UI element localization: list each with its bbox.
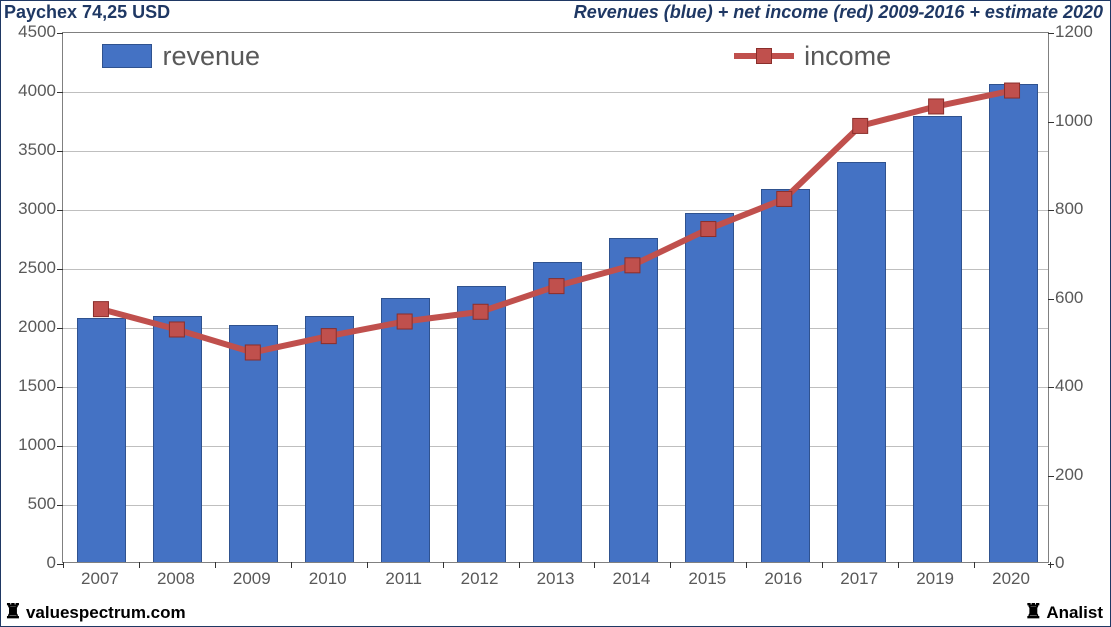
income-marker (169, 322, 184, 337)
y-left-tick-label: 2500 (2, 258, 56, 278)
footer-right: ♜Analist (1024, 602, 1103, 623)
y-right-tick-label: 400 (1055, 376, 1109, 396)
legend-label: income (804, 41, 891, 72)
legend-swatch-line (734, 45, 794, 67)
y-left-tick-label: 1000 (2, 435, 56, 455)
income-marker (701, 222, 716, 237)
income-marker (245, 345, 260, 360)
income-marker (1005, 83, 1020, 98)
x-tick-label: 2012 (461, 569, 499, 589)
y-left-tick-label: 4500 (2, 22, 56, 42)
y-left-tick-label: 2000 (2, 317, 56, 337)
y-left-tick-label: 3500 (2, 140, 56, 160)
x-tick-label: 2014 (613, 569, 651, 589)
y-right-tick-label: 1200 (1055, 22, 1109, 42)
x-tick-label: 2020 (992, 569, 1030, 589)
y-right-tick-label: 1000 (1055, 111, 1109, 131)
x-tick-label: 2015 (688, 569, 726, 589)
footer: ♜valuespectrum.com ♜Analist (0, 600, 1111, 627)
y-left-tick-label: 0 (2, 553, 56, 573)
x-tick-label: 2007 (81, 569, 119, 589)
income-marker (321, 329, 336, 344)
y-left-tick-label: 4000 (2, 81, 56, 101)
y-left-tick-label: 500 (2, 494, 56, 514)
title-left: Paychex 74,25 USD (4, 2, 170, 23)
x-tick-label: 2019 (916, 569, 954, 589)
income-marker (853, 118, 868, 133)
x-tick-label: 2010 (309, 569, 347, 589)
legend-income: income (734, 41, 891, 72)
footer-left: ♜valuespectrum.com (4, 602, 186, 623)
x-tick-label: 2009 (233, 569, 271, 589)
income-marker (625, 258, 640, 273)
title-right: Revenues (blue) + net income (red) 2009-… (574, 2, 1103, 23)
rook-icon: ♜ (4, 602, 22, 622)
income-marker (93, 302, 108, 317)
y-right-tick-label: 800 (1055, 199, 1109, 219)
legend-revenue: revenue (102, 41, 260, 72)
header: Paychex 74,25 USD Revenues (blue) + net i… (0, 0, 1111, 26)
y-right-tick-label: 0 (1055, 553, 1109, 573)
plot-area: revenue income (62, 32, 1049, 563)
y-right-tick-label: 200 (1055, 465, 1109, 485)
income-marker (549, 279, 564, 294)
income-marker (397, 314, 412, 329)
x-tick-label: 2013 (537, 569, 575, 589)
income-marker (777, 191, 792, 206)
x-tick-label: 2016 (764, 569, 802, 589)
y-left-tick-label: 3000 (2, 199, 56, 219)
y-left-tick-label: 1500 (2, 376, 56, 396)
rook-icon: ♜ (1024, 602, 1042, 622)
income-marker (473, 304, 488, 319)
income-marker (929, 99, 944, 114)
y-right-tick-label: 600 (1055, 288, 1109, 308)
chart-container: Paychex 74,25 USD Revenues (blue) + net i… (0, 0, 1111, 627)
x-tick-label: 2011 (385, 569, 422, 589)
x-tick-label: 2008 (157, 569, 195, 589)
legend-label: revenue (162, 41, 260, 72)
income-line (63, 33, 1048, 562)
x-tick-label: 2017 (840, 569, 878, 589)
legend-swatch-bar (102, 44, 152, 68)
